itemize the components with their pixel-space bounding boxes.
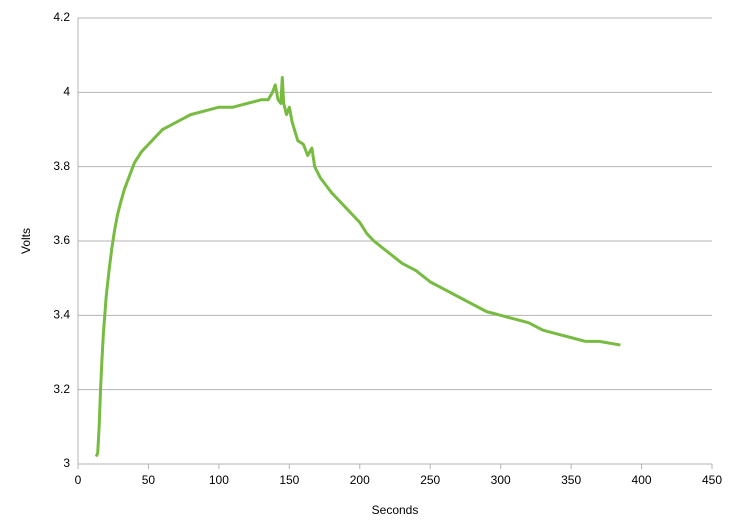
y-tick-label: 3.4 [53,308,70,322]
x-axis-label: Seconds [372,503,419,517]
x-tick-label: 0 [75,473,82,487]
x-tick-label: 200 [350,473,370,487]
y-axis-label: Volts [19,228,33,254]
x-tick-label: 300 [491,473,511,487]
x-tick-label: 250 [420,473,440,487]
x-tick-label: 150 [279,473,299,487]
x-tick-label: 350 [561,473,581,487]
y-tick-label: 4.2 [53,10,70,24]
y-tick-label: 3.2 [53,382,70,396]
y-tick-label: 3 [63,456,70,470]
y-tick-label: 3.6 [53,233,70,247]
x-tick-label: 400 [632,473,652,487]
y-tick-label: 3.8 [53,159,70,173]
data-line [94,75,621,458]
x-tick-label: 100 [209,473,229,487]
x-tick-label: 450 [702,473,722,487]
y-tick-label: 4 [63,85,70,99]
x-tick-label: 50 [142,473,156,487]
